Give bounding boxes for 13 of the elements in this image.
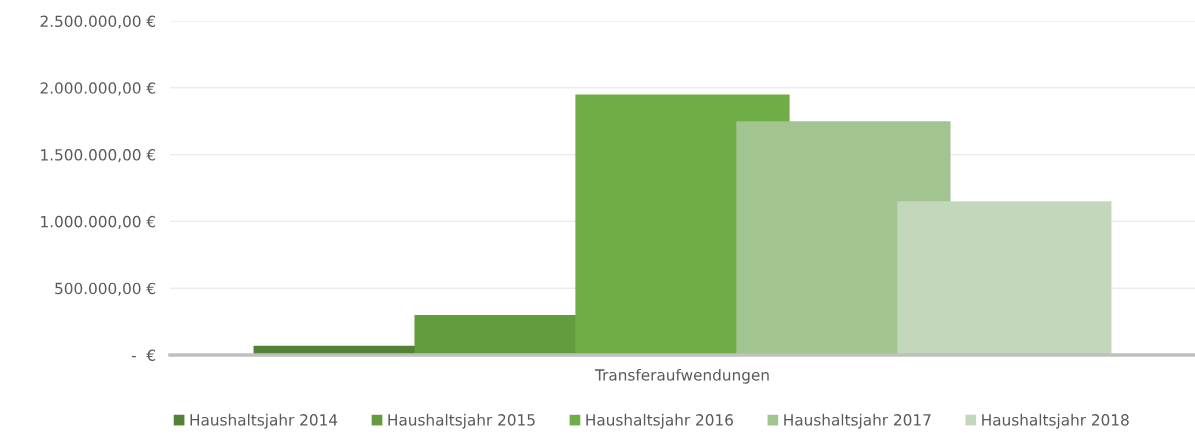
y-tick-label: 2.500.000,00 € (40, 15, 156, 29)
bar (897, 201, 1112, 355)
y-tick-label: 500.000,00 € (55, 282, 156, 296)
legend-label: Haushaltsjahr 2014 (190, 413, 338, 429)
y-tick-label: 1.000.000,00 € (41, 215, 156, 229)
y-tick-label: 2.000.000,00 € (40, 82, 156, 96)
y-tick-label: - € (131, 349, 156, 362)
legend-label: Haushaltsjahr 2016 (586, 413, 733, 429)
legend-label: Haushaltsjahr 2015 (388, 413, 535, 429)
y-tick-label: 1.500.000,00 € (41, 149, 156, 163)
legend-label: Haushaltsjahr 2017 (784, 413, 931, 429)
legend-label: Haushaltsjahr 2018 (982, 413, 1129, 429)
x-tick-label: Transferaufwendungen (594, 368, 769, 384)
